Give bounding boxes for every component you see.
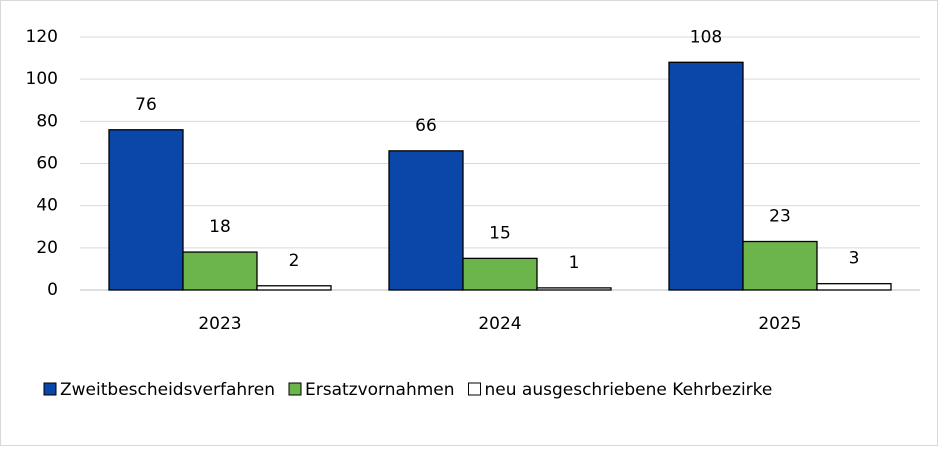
bar [816,283,892,291]
legend-swatch [288,382,302,396]
data-label: 15 [489,223,511,243]
legend-swatch [468,382,482,396]
data-label: 76 [135,95,157,115]
bar [536,287,612,291]
data-label: 66 [415,116,437,136]
bar [742,240,818,291]
bar [462,257,538,291]
y-tick-label: 100 [26,69,58,89]
data-label: 23 [769,207,791,227]
y-tick-label: 120 [26,27,58,47]
data-label: 18 [209,217,231,237]
bar [256,285,332,291]
data-label: 3 [849,249,860,269]
y-tick-label: 80 [36,111,58,131]
x-tick-label: 2024 [478,314,521,334]
data-label: 108 [690,27,722,47]
legend-label: neu ausgeschriebene Kehrbezirke [485,380,773,400]
data-label: 1 [569,253,580,273]
x-tick-label: 2023 [198,314,241,334]
bar [388,150,464,291]
y-tick-label: 20 [36,238,58,258]
y-tick-label: 40 [36,196,58,216]
legend-label: Ersatzvornahmen [305,380,455,400]
y-tick-label: 0 [47,280,58,300]
y-tick-label: 60 [36,154,58,174]
bar [182,251,258,291]
legend-label: Zweitbescheidsverfahren [60,380,275,400]
legend-swatch [43,382,57,396]
bar [668,61,744,291]
bar [108,129,184,291]
data-label: 2 [289,251,300,271]
x-tick-label: 2025 [758,314,801,334]
